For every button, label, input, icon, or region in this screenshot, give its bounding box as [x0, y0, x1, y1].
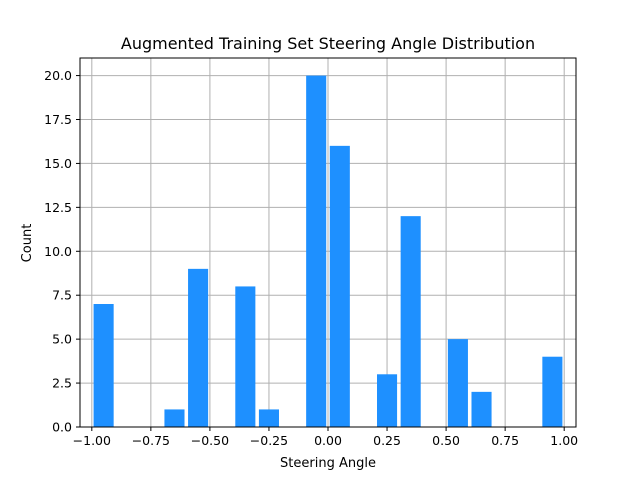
bar	[258, 409, 279, 427]
y-tick-label: 7.5	[52, 288, 72, 303]
y-tick-label: 17.5	[44, 112, 72, 127]
bar	[542, 356, 563, 427]
axis-ticks: −1.00 −0.75 −0.50 −0.25 0.00 0.25 0.50 0.75 1.00…	[44, 68, 578, 448]
x-tick-label: −0.75	[132, 433, 170, 448]
y-tick-label: 5.0	[52, 332, 72, 347]
bars	[93, 75, 563, 428]
bar	[329, 145, 350, 427]
x-tick-label: 0.25	[373, 433, 401, 448]
bar	[306, 75, 327, 428]
x-tick-label: 0.00	[314, 433, 342, 448]
x-tick-label: −1.00	[73, 433, 111, 448]
x-tick-label: 0.75	[491, 433, 519, 448]
x-tick-label: −0.25	[250, 433, 288, 448]
x-axis-label: Steering Angle	[280, 456, 376, 471]
y-tick-label: 10.0	[44, 244, 72, 259]
y-tick-label: 15.0	[44, 156, 72, 171]
y-tick-label: 12.5	[44, 200, 72, 215]
bar	[235, 286, 256, 427]
bar	[400, 216, 421, 427]
x-tick-label: −0.50	[191, 433, 229, 448]
y-axis-label: Count	[20, 224, 35, 263]
bar	[447, 339, 468, 427]
y-tick-label: 2.5	[52, 376, 72, 391]
x-tick-label: 0.50	[432, 433, 460, 448]
bar	[377, 374, 398, 427]
bar	[164, 409, 185, 427]
bar	[93, 304, 114, 427]
chart-title: Augmented Training Set Steering Angle Di…	[121, 34, 535, 53]
x-tick-label: 1.00	[550, 433, 578, 448]
bar	[188, 268, 209, 427]
y-tick-label: 0.0	[52, 420, 72, 435]
y-tick-label: 20.0	[44, 68, 72, 83]
bar	[471, 391, 492, 427]
